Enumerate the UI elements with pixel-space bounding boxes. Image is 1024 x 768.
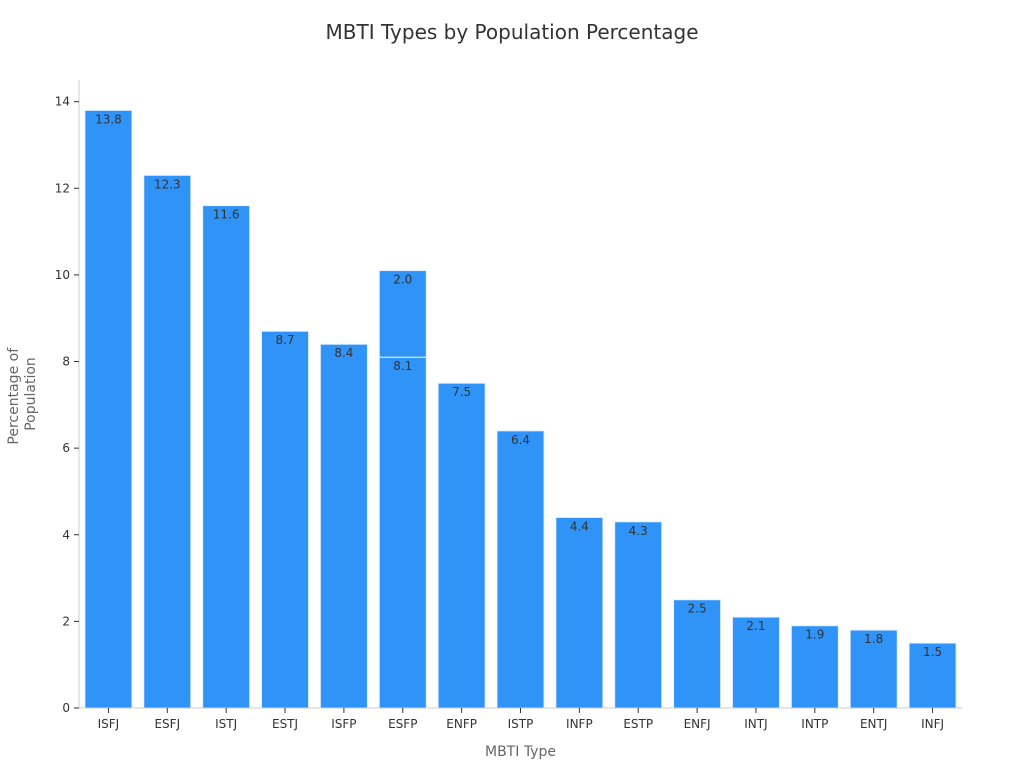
data-labels-layer: 13.8 12.3 11.6 8.7 8.4 8.1 2.0 7.5 6.4 4.4 4.3 2.5 2… (95, 112, 942, 659)
x-tick-label: INTP (801, 717, 828, 731)
y-tick-label: 12 (55, 181, 70, 195)
y-ticks-layer: 0 2 4 6 8 10 12 14 (55, 95, 79, 715)
bar-isfp (319, 343, 368, 709)
x-tick-label: INTJ (744, 717, 767, 731)
bar-estp (614, 521, 663, 709)
y-axis-label-line-2: Population (23, 357, 39, 431)
data-label-istp: 6.4 (511, 433, 530, 447)
x-tick-label: ESTJ (272, 717, 298, 731)
data-label-intp: 1.9 (805, 628, 824, 642)
bar-infp (555, 516, 604, 709)
x-tick-label: ESFP (388, 717, 417, 731)
data-label-esfj: 12.3 (154, 177, 181, 191)
bar-esfp-stack (378, 270, 427, 358)
data-label-istj: 11.6 (213, 208, 240, 222)
x-tick-label: ISTJ (215, 717, 237, 731)
bar-isfj (84, 109, 133, 709)
bars-layer (84, 109, 957, 709)
y-tick-label: 2 (62, 614, 70, 628)
y-tick-label: 0 (62, 701, 70, 715)
bar-enfp (437, 382, 486, 709)
bar-enfj (673, 599, 722, 709)
bar-istj (202, 205, 251, 709)
data-label-isfp: 8.4 (334, 346, 353, 360)
data-label-infj: 1.5 (923, 645, 942, 659)
y-axis-label: Percentage of Population (6, 343, 39, 444)
chart-title: MBTI Types by Population Percentage (325, 20, 699, 44)
data-label-isfj: 13.8 (95, 112, 122, 126)
x-tick-label: ISFJ (98, 717, 120, 731)
y-axis-label-line-1: Percentage of (6, 347, 22, 445)
data-label-esfp: 8.1 (393, 359, 412, 373)
y-tick-label: 8 (62, 355, 70, 369)
bar-intj (731, 616, 781, 709)
data-label-esfp-stack: 2.0 (393, 273, 412, 287)
bar-esfp (378, 356, 427, 709)
bar-esfj (143, 174, 192, 709)
x-tick-label: ENTJ (860, 717, 887, 731)
x-tick-label: ENFP (446, 717, 477, 731)
y-tick-label: 6 (62, 441, 70, 455)
x-tick-label: ISTP (508, 717, 534, 731)
data-label-estp: 4.3 (629, 524, 648, 538)
bar-estj (260, 330, 310, 709)
data-label-infp: 4.4 (570, 519, 589, 533)
x-tick-label: ISFP (331, 717, 356, 731)
x-axis-label: MBTI Type (485, 744, 556, 760)
x-tick-label: ESTP (623, 717, 653, 731)
data-label-enfp: 7.5 (452, 385, 471, 399)
bar-intp (790, 625, 839, 709)
y-tick-label: 4 (62, 528, 70, 542)
x-tick-label: ENFJ (684, 717, 711, 731)
bar-istp (496, 430, 545, 709)
x-tick-label: INFJ (921, 717, 944, 731)
x-ticks-layer: ISFJ ESFJ ISTJ ESTJ ISFP ESFP ENFP ISTP INFP ESTP… (98, 708, 944, 731)
y-tick-label: 14 (55, 95, 70, 109)
data-label-entj: 1.8 (864, 632, 883, 646)
data-label-intj: 2.1 (746, 619, 765, 633)
x-tick-label: INFP (566, 717, 593, 731)
x-tick-label: ESFJ (154, 717, 180, 731)
data-label-estj: 8.7 (275, 333, 294, 347)
y-tick-label: 10 (55, 268, 70, 282)
data-label-enfj: 2.5 (688, 602, 707, 616)
